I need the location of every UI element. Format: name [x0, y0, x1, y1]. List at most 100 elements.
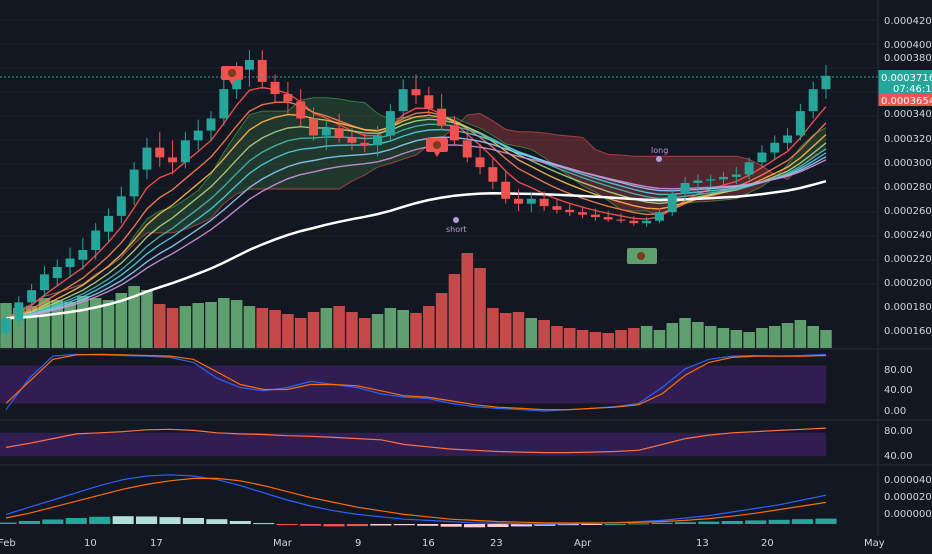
- macd-histogram-bar: [300, 524, 322, 526]
- volume-bar: [77, 296, 89, 348]
- cloud-segment: [223, 133, 237, 204]
- cloud-segment: [236, 114, 250, 194]
- volume-bar: [358, 318, 371, 348]
- cloud-segment: [518, 131, 532, 150]
- osc-line: [5, 427, 827, 454]
- volume-bar: [563, 328, 576, 348]
- macd-histogram-bar: [768, 519, 790, 524]
- volume-bar: [307, 312, 320, 348]
- bull-signal-marker[interactable]: [627, 248, 657, 264]
- candle-body: [526, 198, 536, 204]
- candle-body: [78, 249, 88, 260]
- macd-histogram-bar: [815, 518, 837, 524]
- volume-bar: [371, 314, 384, 348]
- volume-bar: [205, 302, 217, 348]
- cloud-segment: [646, 156, 660, 215]
- candle-body: [283, 94, 293, 102]
- volume-bar: [410, 313, 422, 348]
- osc-band: [0, 432, 826, 457]
- volume-bar: [269, 310, 281, 348]
- volume-bar: [679, 318, 691, 348]
- osc-line: [5, 353, 827, 411]
- volume-bar: [192, 303, 204, 348]
- candle-body: [104, 215, 113, 232]
- candle-body: [296, 101, 306, 119]
- cloud-segment: [633, 156, 647, 211]
- macd-histogram-bar: [18, 521, 40, 524]
- volume-bar: [538, 320, 550, 348]
- volume-bar: [794, 320, 807, 348]
- volume-bar: [384, 308, 397, 348]
- cloud-segment: [467, 113, 481, 129]
- volume-bar: [628, 328, 640, 348]
- volume-bar: [602, 333, 614, 348]
- candle-body: [385, 111, 395, 136]
- candle-body: [347, 137, 357, 143]
- bear-signal-marker[interactable]: [426, 138, 448, 157]
- volume-bar: [820, 330, 832, 348]
- candle-body: [206, 118, 216, 131]
- cloud-segment: [492, 120, 506, 144]
- volume-bar: [512, 312, 525, 348]
- macd-histogram-bar: [792, 519, 814, 524]
- candle-body: [398, 89, 408, 112]
- candle-body: [770, 142, 780, 153]
- candle-body: [257, 59, 267, 82]
- time-label: Apr: [574, 538, 592, 549]
- short-signal-marker[interactable]: short: [446, 217, 467, 234]
- candle-body: [488, 167, 498, 182]
- macd-histogram-bar: [229, 521, 251, 524]
- ema-long-line: [5, 179, 827, 320]
- volume-bar: [218, 298, 230, 348]
- candle-body: [706, 179, 716, 181]
- candle-body: [193, 130, 203, 141]
- volume-bar: [230, 300, 243, 348]
- volume-bar: [640, 326, 653, 348]
- candle-body: [667, 193, 677, 213]
- short-icon: [453, 217, 459, 223]
- macd-histogram-bar: [0, 522, 17, 524]
- candle-body: [629, 220, 639, 224]
- cloud-segment: [326, 97, 340, 190]
- volume-bar: [243, 306, 256, 348]
- macd-histogram-bar: [440, 524, 462, 527]
- macd-histogram-bar: [136, 516, 158, 524]
- volume-bar: [51, 300, 64, 348]
- candle-body: [244, 59, 254, 70]
- candle-body: [424, 95, 434, 109]
- macd-histogram-bar: [698, 521, 720, 524]
- bear-signal-marker[interactable]: [221, 66, 243, 85]
- candles[interactable]: [1, 50, 831, 339]
- candle-body: [552, 206, 562, 210]
- rsi-tick: 40.00: [884, 451, 913, 462]
- volume-bar: [115, 293, 128, 348]
- macd-histogram-bar: [159, 517, 181, 524]
- low-price-tag: [878, 94, 932, 106]
- time-axis[interactable]: Feb 10 17 Mar 9 16 23 Apr 13 20 May: [0, 538, 885, 549]
- macd-histogram-bar: [182, 518, 204, 524]
- cloud-segment: [249, 111, 263, 190]
- stoch-panel: [0, 353, 827, 412]
- long-icon: [656, 156, 662, 162]
- long-signal-marker[interactable]: long: [651, 146, 668, 162]
- candle-body: [744, 162, 754, 175]
- macd-histogram-bar: [346, 524, 368, 527]
- volume-bar: [781, 323, 794, 348]
- candle-body: [116, 196, 126, 216]
- volume-bar: [320, 308, 333, 348]
- last-price-tag: [878, 70, 932, 94]
- candle-body: [27, 290, 37, 303]
- macd-line: [5, 474, 827, 525]
- candle-body: [411, 89, 421, 96]
- candle-body: [719, 176, 728, 180]
- volume-bar: [256, 308, 269, 348]
